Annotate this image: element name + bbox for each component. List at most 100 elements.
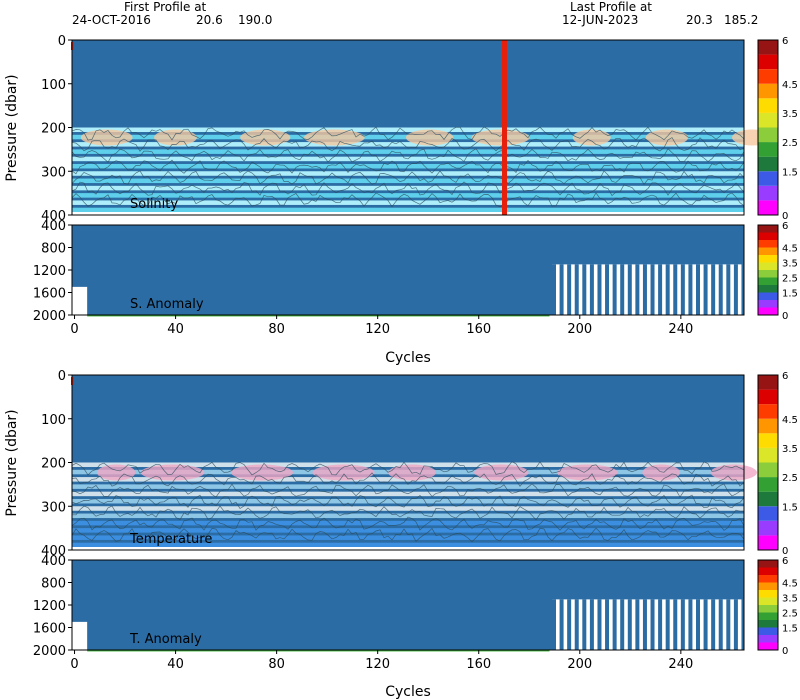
colorbar-swatch [758, 612, 778, 620]
layer-band [72, 520, 744, 526]
x-tick-label: 40 [167, 657, 184, 672]
y-tick-label: 1200 [33, 599, 66, 614]
profile-column [589, 599, 594, 650]
profile-column [696, 599, 700, 650]
profile-column [559, 599, 564, 650]
y-tick-label: 200 [41, 122, 66, 137]
profile-column [552, 599, 556, 650]
profile-column [597, 264, 602, 315]
y-tick-label: 400 [41, 554, 66, 569]
profile-column [612, 599, 617, 650]
y-tick-label: 0 [58, 34, 66, 49]
profile-column [658, 599, 663, 650]
profile-column [680, 599, 685, 650]
warm-patch [140, 464, 205, 481]
warm-patch [96, 464, 136, 481]
colorbar-frame [757, 39, 779, 216]
salinity-anomaly-colorbar: 6 4.5 3.5 2.5 1.5 0 [757, 221, 798, 322]
profile-column [642, 599, 647, 650]
profile-column [673, 599, 678, 650]
colorbar-swatch [758, 447, 778, 463]
y-tick-label: 200 [41, 457, 66, 472]
warm-patch [642, 464, 681, 481]
profile-column [688, 599, 693, 650]
profile-column [627, 264, 632, 315]
colorbar-tick-label: 6 [782, 36, 788, 47]
x-tick-label: 0 [70, 322, 78, 337]
contour-line [71, 148, 745, 163]
colorbar-swatch [758, 98, 778, 113]
last-profile-label: Last Profile at [570, 0, 652, 14]
layer-band [72, 127, 744, 133]
colorbar-swatch [758, 156, 778, 172]
x-tick-label: 80 [268, 322, 285, 337]
layer-band [72, 149, 744, 154]
colorbar-swatch [758, 112, 778, 128]
colorbar-swatch [758, 404, 778, 419]
profile-column [650, 599, 655, 650]
profile-column [726, 599, 731, 650]
colorbar-swatch [758, 627, 778, 635]
colorbar-swatch [758, 535, 778, 550]
colorbar-swatch [758, 240, 778, 248]
colorbar-swatch [758, 232, 778, 240]
highlight-profile [502, 40, 507, 215]
colorbar-swatch [758, 225, 778, 233]
layer-band [72, 513, 744, 519]
upper-x-axis-label: Cycles [385, 350, 431, 366]
colorbar-swatch [758, 40, 778, 55]
warm-patch [405, 129, 454, 146]
y-tick-label: 0 [58, 369, 66, 384]
salinity-colorbar: 6 4.5 3.5 2.5 1.5 0 [757, 36, 798, 222]
last-profile-lon: 185.2 [724, 13, 758, 27]
warm-patch [240, 129, 291, 146]
y-tick-label: 400 [41, 209, 66, 224]
contour-line [71, 192, 745, 208]
salinity-y-axis-label: Pressure (dbar) [4, 74, 20, 181]
profile-column [711, 264, 716, 315]
profile-column [703, 599, 708, 650]
data-edge [72, 212, 744, 215]
temperature-y-axis-label: Pressure (dbar) [4, 409, 20, 516]
panel-title: Solinity [130, 197, 178, 212]
colorbar-tick-label: 0 [782, 646, 788, 657]
colorbar-tick-label: 0 [782, 311, 788, 322]
profile-column [673, 264, 678, 315]
data-edge [72, 547, 744, 550]
panel-title: T. Anomaly [129, 632, 202, 647]
warm-patch [645, 129, 689, 146]
colorbar-swatch [758, 575, 778, 583]
warm-patch [710, 464, 757, 481]
colorbar-swatch [758, 185, 778, 201]
profile-column [635, 599, 640, 650]
colorbar-swatch [758, 127, 778, 143]
colorbar-tick-label: 1.5 [782, 289, 798, 300]
layer-band [72, 171, 744, 176]
layer-band [72, 506, 744, 511]
profile-column [680, 264, 685, 315]
colorbar-swatch [758, 270, 778, 278]
y-tick-label: 1600 [33, 287, 66, 302]
colorbar-tick-label: 4.5 [782, 80, 798, 91]
layer-band [72, 200, 744, 205]
colorbar-swatch [758, 54, 778, 70]
colorbar-swatch [758, 307, 778, 315]
colorbar-swatch [758, 433, 778, 448]
colorbar-swatch [758, 620, 778, 628]
contour-line [71, 461, 745, 476]
colorbar-swatch [758, 462, 778, 478]
x-tick-label: 120 [365, 657, 390, 672]
temperature-anomaly-colorbar: 6 4.5 3.5 2.5 1.5 0 [757, 556, 798, 657]
profile-column [589, 264, 594, 315]
temperature-anomaly-panel: T. Anomaly 400 800 1200 1600 2000 0 40 80 120 160 2… [33, 554, 745, 672]
warm-patch [230, 464, 293, 481]
layer-band [72, 528, 744, 533]
y-tick-label: 2000 [33, 644, 66, 659]
x-tick-label: 40 [167, 322, 184, 337]
profile-column [620, 599, 625, 650]
colorbar-tick-label: 6 [782, 221, 788, 232]
colorbar-swatch [758, 389, 778, 405]
colorbar-frame [757, 559, 779, 651]
warm-patch [556, 464, 618, 481]
y-tick-label: 100 [41, 78, 66, 93]
